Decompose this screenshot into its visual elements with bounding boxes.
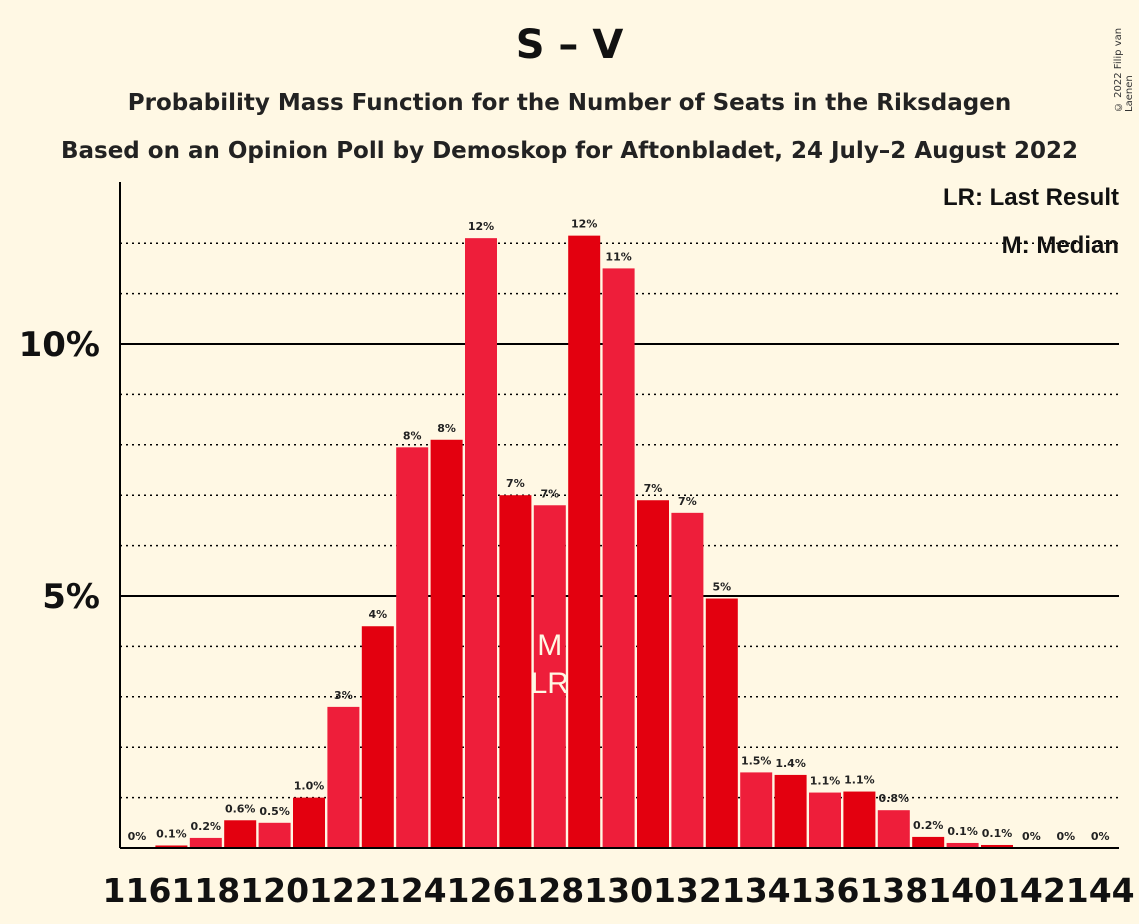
x-tick-label: 122	[309, 871, 378, 910]
chart-title: S – V	[515, 22, 624, 68]
chart-subtitle-poll: Based on an Opinion Poll by Demoskop for…	[60, 138, 1079, 164]
data-label-seat-135: 1.4%	[775, 757, 806, 770]
y-tick-label: 10%	[19, 325, 100, 365]
data-label-seat-133: 5%	[712, 581, 731, 594]
bar-seat-124	[396, 447, 429, 848]
x-tick-label: 120	[240, 871, 309, 910]
bar-seat-137	[843, 791, 876, 848]
data-label-seat-128: 7%	[540, 487, 559, 500]
bar-seat-122	[327, 706, 360, 848]
data-label-seat-143: 0%	[1056, 830, 1075, 843]
bar-seat-129	[568, 235, 601, 848]
x-tick-label: 128	[515, 871, 584, 910]
x-tick-label: 142	[997, 871, 1066, 910]
data-label-seat-132: 7%	[678, 495, 697, 508]
bar-seat-139	[912, 836, 945, 848]
bar-seat-138	[877, 810, 910, 848]
data-label-seat-137: 1.1%	[844, 774, 875, 787]
data-label-seat-139: 0.2%	[913, 819, 944, 832]
x-tick-label: 118	[171, 871, 240, 910]
data-label-seat-117: 0.1%	[156, 827, 187, 840]
bar-seat-133	[705, 598, 738, 848]
x-tick-label: 130	[584, 871, 653, 910]
last-result-marker: LR	[531, 667, 569, 700]
x-tick-label: 124	[378, 871, 447, 910]
data-label-seat-120: 0.5%	[259, 805, 290, 818]
bar-seat-118	[189, 837, 222, 848]
bar-seat-121	[293, 797, 325, 848]
data-label-seat-140: 0.1%	[947, 825, 978, 838]
data-label-seat-126: 12%	[468, 220, 494, 233]
data-label-seat-131: 7%	[644, 482, 663, 495]
chart-subtitle: Probability Mass Function for the Number…	[127, 90, 1012, 116]
data-label-seat-122: 3%	[334, 689, 353, 702]
data-label-seat-144: 0%	[1091, 830, 1110, 843]
data-label-seat-129: 12%	[571, 218, 597, 231]
data-label-seat-142: 0%	[1022, 830, 1041, 843]
bar-seat-117	[155, 845, 188, 848]
data-label-seat-118: 0.2%	[191, 820, 222, 833]
data-label-seat-134: 1.5%	[741, 754, 772, 767]
data-label-seat-124: 8%	[403, 429, 422, 442]
bar-seat-131	[637, 500, 669, 848]
x-tick-label: 132	[653, 871, 722, 910]
median-marker: M	[537, 629, 562, 662]
bar-seat-127	[499, 495, 532, 848]
bar-seat-119	[224, 820, 257, 848]
data-label-seat-121: 1.0%	[294, 780, 325, 793]
bar-seat-120	[258, 822, 291, 848]
bar-seat-135	[774, 774, 807, 848]
data-label-seat-116: 0%	[128, 830, 147, 843]
x-tick-label: 138	[859, 871, 928, 910]
bar-seat-141	[981, 844, 1013, 848]
legend-median: M: Median	[1001, 232, 1119, 259]
data-label-seat-136: 1.1%	[810, 775, 841, 788]
data-label-seat-119: 0.6%	[225, 802, 256, 815]
x-tick-label: 144	[1066, 871, 1135, 910]
data-label-seat-125: 8%	[437, 422, 456, 435]
data-label-seat-141: 0.1%	[982, 827, 1013, 840]
data-label-seat-138: 0.8%	[879, 792, 910, 805]
data-label-seat-127: 7%	[506, 477, 525, 490]
x-tick-label: 140	[928, 871, 997, 910]
legend-last-result: LR: Last Result	[942, 184, 1119, 211]
bar-seat-134	[740, 772, 773, 848]
bar-seat-132	[671, 512, 704, 848]
bar-seat-126	[465, 238, 497, 848]
bar-seat-128	[533, 505, 566, 848]
data-label-seat-123: 4%	[368, 608, 387, 621]
y-tick-label: 5%	[42, 577, 100, 617]
bar-seat-136	[809, 792, 841, 848]
data-label-seat-130: 11%	[605, 250, 631, 263]
x-tick-label: 136	[791, 871, 860, 910]
x-tick-label: 126	[447, 871, 516, 910]
bar-seat-130	[602, 268, 635, 848]
bar-seat-125	[430, 439, 463, 848]
x-tick-label: 116	[103, 871, 172, 910]
x-tick-label: 134	[722, 871, 791, 910]
bar-seat-123	[361, 626, 394, 848]
bar-seat-140	[946, 842, 979, 848]
